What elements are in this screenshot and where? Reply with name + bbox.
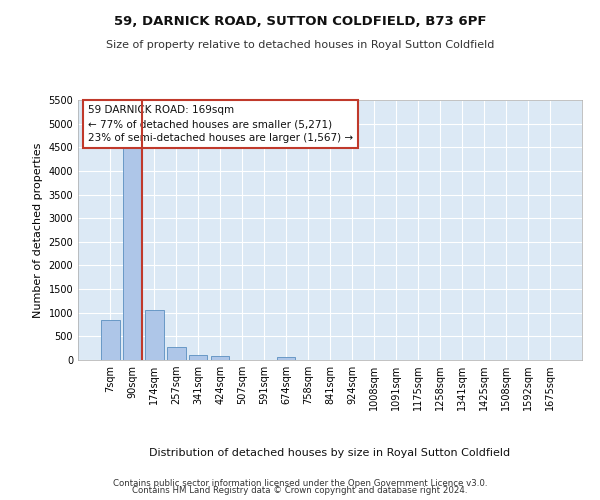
Bar: [277, 358, 295, 360]
Bar: [123, 142, 142, 360]
Y-axis label: Number of detached properties: Number of detached properties: [33, 142, 43, 318]
Text: Distribution of detached houses by size in Royal Sutton Coldfield: Distribution of detached houses by size …: [149, 448, 511, 458]
Text: Contains HM Land Registry data © Crown copyright and database right 2024.: Contains HM Land Registry data © Crown c…: [132, 486, 468, 495]
Bar: [211, 356, 229, 360]
Bar: [145, 310, 164, 360]
Text: Size of property relative to detached houses in Royal Sutton Coldfield: Size of property relative to detached ho…: [106, 40, 494, 50]
Text: 59 DARNICK ROAD: 169sqm
← 77% of detached houses are smaller (5,271)
23% of semi: 59 DARNICK ROAD: 169sqm ← 77% of detache…: [88, 105, 353, 143]
Bar: [189, 355, 208, 360]
Bar: [101, 320, 119, 360]
Text: 59, DARNICK ROAD, SUTTON COLDFIELD, B73 6PF: 59, DARNICK ROAD, SUTTON COLDFIELD, B73 …: [114, 15, 486, 28]
Bar: [167, 347, 185, 360]
Text: Contains public sector information licensed under the Open Government Licence v3: Contains public sector information licen…: [113, 478, 487, 488]
